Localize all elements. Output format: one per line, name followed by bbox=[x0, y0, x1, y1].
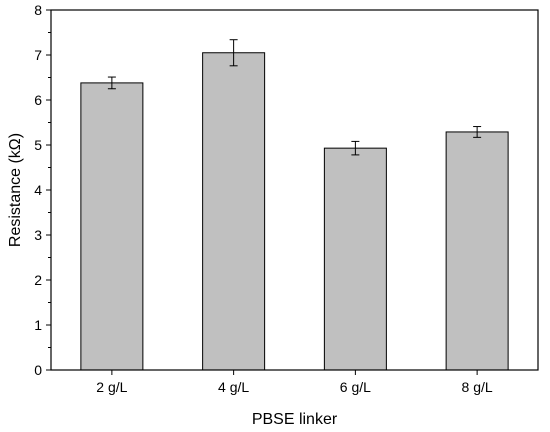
y-tick-label: 7 bbox=[34, 47, 42, 63]
x-tick-label: 6 g/L bbox=[340, 379, 371, 395]
x-axis-ticks: 2 g/L 4 g/L 6 g/L 8 g/L bbox=[96, 370, 493, 395]
bar-4 bbox=[445, 131, 509, 371]
error-bars-group bbox=[107, 39, 482, 156]
x-axis-label: PBSE linker bbox=[252, 411, 338, 428]
x-tick-label: 4 g/L bbox=[218, 379, 249, 395]
y-tick-label: 6 bbox=[34, 92, 42, 108]
bar-2 bbox=[202, 52, 266, 371]
y-tick-label: 0 bbox=[34, 362, 42, 378]
bar-1 bbox=[80, 82, 144, 371]
y-tick-label: 3 bbox=[34, 227, 42, 243]
y-tick-label: 2 bbox=[34, 272, 42, 288]
y-tick-label: 4 bbox=[34, 182, 42, 198]
y-axis-ticks: 0 1 2 3 4 5 6 7 8 bbox=[34, 2, 51, 378]
y-tick-label: 5 bbox=[34, 137, 42, 153]
bar-3 bbox=[323, 147, 387, 371]
x-tick-label: 8 g/L bbox=[462, 379, 493, 395]
y-axis-label: Resistance (kΩ) bbox=[7, 133, 24, 247]
x-tick-label: 2 g/L bbox=[96, 379, 127, 395]
y-tick-label: 1 bbox=[34, 317, 42, 333]
y-tick-label: 8 bbox=[34, 2, 42, 18]
bars-group bbox=[80, 52, 509, 371]
